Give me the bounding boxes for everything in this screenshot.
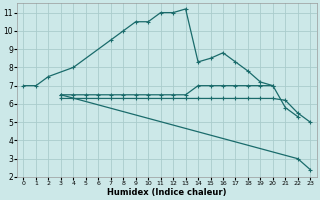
X-axis label: Humidex (Indice chaleur): Humidex (Indice chaleur)	[107, 188, 227, 197]
